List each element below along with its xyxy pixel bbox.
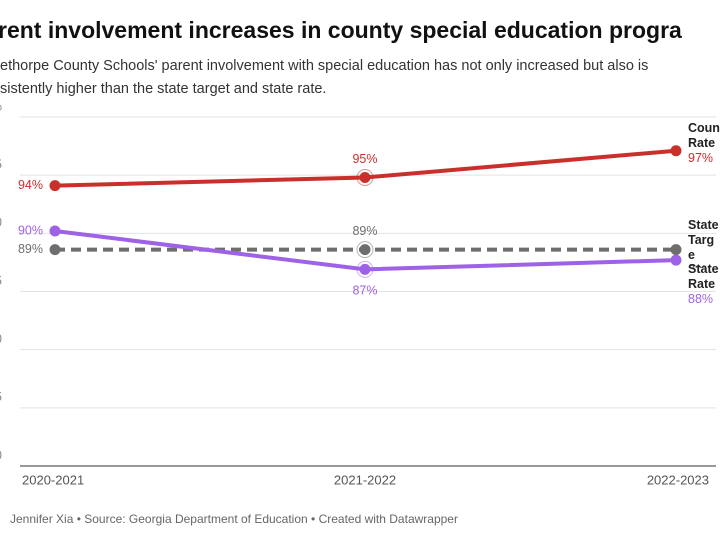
data-label: 88% [688, 292, 714, 307]
chart-title: rent involvement increases in county spe… [0, 17, 682, 43]
data-point [670, 244, 682, 256]
chart-subtitle: ethorpe County Schools' parent involveme… [0, 58, 648, 74]
y-tick-label: 0 [0, 216, 2, 230]
y-tick-label: 0 [0, 332, 2, 346]
x-tick-label: 2021-2022 [334, 472, 396, 487]
series-name: State Rate [688, 262, 719, 292]
data-label: 89% [688, 263, 720, 268]
x-tick-label: 2020-2021 [22, 472, 84, 487]
data-label: 89% [352, 224, 377, 238]
legend-entry: State Targe89% [688, 217, 720, 268]
chart-subtitle: sistently higher than the state target a… [0, 81, 326, 97]
data-point [670, 254, 682, 266]
y-tick-label: 5 [0, 157, 2, 171]
data-label: 89% [18, 242, 43, 256]
data-point [49, 180, 61, 192]
y-tick-label: 0 [0, 448, 2, 462]
data-label: 95% [352, 152, 377, 166]
data-point [49, 225, 61, 237]
y-tick-label: % [0, 99, 2, 113]
series-name: State Targe [688, 217, 719, 262]
point-halo [356, 260, 374, 278]
data-point [49, 244, 61, 256]
data-label: 94% [18, 178, 43, 192]
data-point [359, 263, 371, 275]
x-tick-label: 2022-2023 [647, 472, 709, 487]
data-point [670, 145, 682, 157]
point-halo [356, 241, 374, 259]
data-label: 97% [688, 150, 714, 165]
y-tick-label: 5 [0, 390, 2, 404]
series-name: Coun Rate [688, 120, 720, 150]
y-tick-label: 5 [0, 274, 2, 288]
source-note: Jennifer Xia • Source: Georgia Departmen… [10, 512, 458, 526]
data-point [359, 171, 371, 183]
data-point [359, 244, 371, 256]
data-label: 90% [18, 223, 43, 237]
data-label: 87% [352, 284, 377, 298]
point-halo [356, 168, 374, 186]
